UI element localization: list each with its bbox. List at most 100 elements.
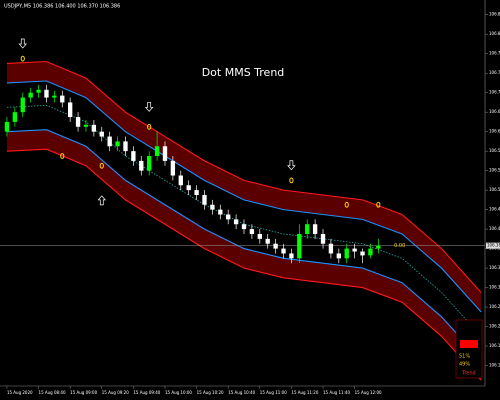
candle-body (36, 89, 41, 93)
y-tick-label: 106.34 (489, 265, 500, 270)
x-tick-label: 15 Aug 10:20 (197, 390, 224, 395)
candle-body (107, 136, 112, 147)
chart-title: Dot MMS Trend (202, 66, 285, 79)
candle-body (12, 112, 18, 122)
candle-body (226, 214, 231, 220)
band-line (6, 148, 482, 381)
candle-body (123, 141, 128, 152)
y-tick-label: 106.3 (489, 285, 500, 290)
panel-box (455, 319, 483, 379)
y-tick-label: 106.74 (489, 70, 500, 75)
candle-body (305, 224, 310, 234)
candle-body (147, 156, 152, 171)
signal-dot (289, 177, 294, 184)
candle-body (75, 117, 81, 127)
x-tick-label: 15 Aug 11:00 (260, 390, 287, 395)
signal-dot (20, 55, 25, 62)
y-tick-label: 106.14 (489, 363, 500, 368)
candle-body (241, 224, 247, 230)
candle-body (131, 151, 136, 161)
candle-body (60, 95, 65, 103)
band-line (6, 80, 482, 313)
y-tick-label: 106.78 (489, 51, 500, 56)
candle-body (178, 175, 183, 186)
signal-arrow (97, 195, 107, 206)
y-tick-label: 106.58 (489, 148, 500, 153)
panel-title: Trend (461, 371, 476, 377)
candle-body (257, 233, 262, 239)
candle-body (162, 146, 168, 161)
candle-body (139, 160, 144, 171)
candle-body (194, 190, 199, 195)
candle-body (368, 248, 373, 256)
candle-body (210, 204, 215, 210)
y-tick-label: 106.5 (489, 187, 500, 192)
x-tick-label: 15 Aug 12:00 (355, 390, 382, 395)
candle-body (91, 124, 97, 132)
signal-dot (99, 162, 104, 169)
candle-body (202, 195, 207, 205)
y-tick-label: 106.46 (489, 207, 500, 212)
signal-arrow (144, 101, 154, 112)
band-line (6, 60, 482, 293)
y-tick-label: 106.7 (489, 90, 500, 95)
signal-dot (344, 201, 349, 208)
candle-body (20, 97, 25, 113)
candle-body (52, 95, 57, 98)
candle-body (289, 253, 294, 259)
candle-body (218, 209, 223, 215)
signal-dot (376, 201, 381, 208)
candle-body (170, 160, 176, 176)
signal-dot (147, 123, 152, 130)
candle-body (297, 233, 302, 259)
x-tick-label: 15 Aug 11:40 (323, 390, 350, 395)
candle-body (28, 92, 33, 98)
panel-down: 49% (459, 362, 470, 368)
candle-body (281, 248, 286, 254)
candle-body (265, 238, 270, 244)
x-tick-label: 15 Aug 09:00 (70, 390, 97, 395)
y-tick-label: 106.66 (489, 109, 500, 114)
candle-body (376, 245, 381, 249)
candle-body (99, 131, 104, 137)
candle-body (336, 253, 341, 259)
band-line (6, 129, 482, 362)
y-tick-label: 106.42 (489, 226, 500, 231)
x-tick-label: 15 Aug 2020 (7, 390, 33, 395)
last-note: 0.00 (394, 243, 405, 249)
last-price-label: 106.386 (487, 243, 500, 248)
x-tick-label: 15 Aug 09:20 (102, 390, 129, 395)
candle-body (4, 121, 10, 132)
x-tick-label: 15 Aug 10:40 (228, 390, 255, 395)
x-tick-label: 15 Aug 11:20 (291, 390, 318, 395)
signal-arrow (18, 38, 28, 49)
candle-body (320, 233, 326, 244)
x-tick-label: 15 Aug 08:40 (39, 390, 66, 395)
candle-body (67, 102, 73, 118)
y-tick-label: 106.82 (489, 31, 500, 36)
candle-body (186, 185, 191, 191)
candle-body (115, 141, 120, 147)
plot: 0.00 (0, 38, 485, 381)
y-tick-label: 106.86 (489, 12, 500, 17)
candle-body (44, 89, 49, 98)
x-tick-label: 15 Aug 09:40 (133, 390, 160, 395)
y-tick-label: 106.26 (489, 304, 500, 309)
candle-body (360, 251, 365, 256)
candle-body (249, 229, 255, 234)
candle-body (312, 224, 318, 234)
candle-body (273, 243, 278, 249)
candle-body (328, 243, 334, 254)
signal-arrow (287, 160, 296, 171)
panel-bar (460, 340, 478, 348)
candle-body (352, 248, 357, 252)
y-tick-label: 106.54 (489, 168, 500, 173)
candle-body (83, 124, 89, 127)
candle-body (344, 248, 349, 259)
y-tick-label: 106.18 (489, 343, 500, 348)
signal-dot (60, 153, 65, 159)
last-price-box (486, 242, 500, 249)
header: USDJPY,M5 106.386 106.400 106.370 106.38… (4, 4, 120, 10)
y-tick-label: 106.62 (489, 129, 500, 134)
